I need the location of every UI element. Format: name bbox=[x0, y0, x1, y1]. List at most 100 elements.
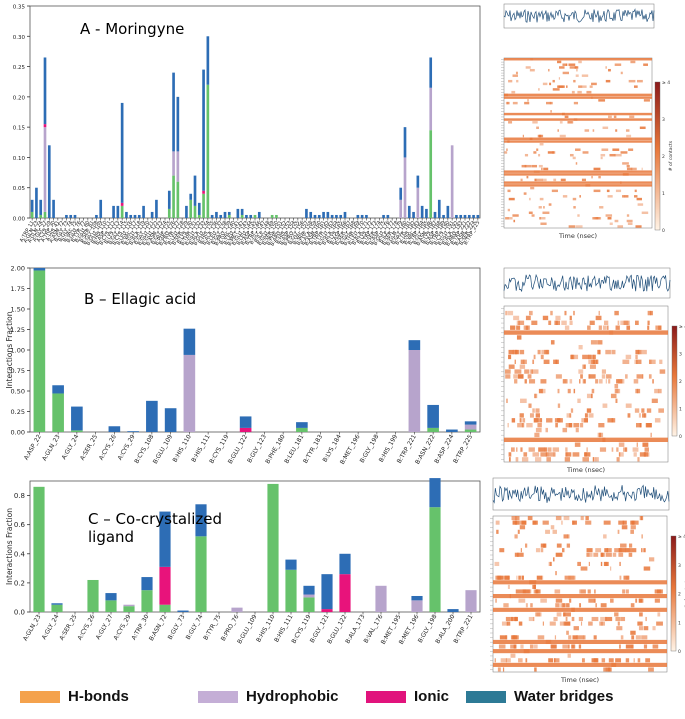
heatmap-cell bbox=[574, 442, 581, 447]
heatmap-cell bbox=[613, 115, 617, 119]
heatmap-cell bbox=[566, 413, 571, 418]
heatmap-cell bbox=[595, 379, 599, 384]
heatmap-cell bbox=[522, 134, 524, 138]
heatmap-cell bbox=[533, 589, 536, 594]
heatmap-cell bbox=[554, 635, 557, 640]
heatmap-cell bbox=[512, 520, 518, 525]
heatmap-cell bbox=[509, 594, 511, 599]
heatmap-cell bbox=[587, 589, 591, 594]
heatmap-cell bbox=[506, 101, 510, 105]
bar-segment-water bbox=[464, 421, 477, 425]
heatmap-cell bbox=[578, 345, 583, 350]
colorbar-tick-label: 1 bbox=[662, 191, 665, 197]
heatmap-cell bbox=[622, 320, 628, 326]
heatmap-cell bbox=[539, 197, 544, 201]
heatmap-cell bbox=[598, 423, 605, 428]
bar-segment-water bbox=[472, 214, 475, 218]
heatmap-cell bbox=[564, 115, 569, 119]
heatmap-cell bbox=[518, 374, 524, 379]
heatmap-cell bbox=[535, 427, 542, 433]
heatmap-cell bbox=[581, 658, 585, 663]
bar-segment-water bbox=[227, 211, 231, 215]
y-tick-label: 0.0 bbox=[14, 609, 25, 617]
heatmap-cell bbox=[582, 635, 586, 640]
heatmap-cell bbox=[538, 88, 540, 91]
heatmap-cell bbox=[573, 79, 576, 83]
heatmap-cell bbox=[550, 340, 555, 345]
bar-segment-water bbox=[183, 328, 196, 355]
bar-segment-water bbox=[339, 553, 351, 575]
heatmap-cell bbox=[538, 388, 543, 394]
heatmap-cell bbox=[515, 71, 518, 75]
colorbar-tick-label: 2 bbox=[662, 154, 665, 160]
heatmap-cell bbox=[542, 82, 548, 86]
heatmap-cell bbox=[580, 589, 586, 594]
bar-segment-water bbox=[240, 208, 244, 215]
heatmap-cell bbox=[524, 153, 529, 157]
heatmap-cell bbox=[658, 408, 664, 413]
heatmap-cell bbox=[562, 379, 568, 384]
heatmap-cell bbox=[555, 315, 561, 321]
heatmap-cell bbox=[603, 561, 609, 567]
heatmap-cell bbox=[572, 635, 578, 640]
bar-segment-hbond bbox=[123, 606, 135, 612]
bar-segment-water bbox=[73, 214, 77, 218]
heatmap-cell bbox=[562, 548, 565, 553]
heatmap-cell bbox=[652, 644, 659, 649]
heatmap-cell bbox=[513, 315, 520, 321]
heatmap-cell bbox=[554, 418, 560, 423]
heatmap-cell bbox=[507, 140, 510, 143]
y-tick-label: 0.05 bbox=[13, 186, 26, 192]
contact-timeline-panel-0: Time (nsec) 0 1 2 3 ≥ 4 # of contacts bbox=[501, 3, 674, 240]
bar-segment-water bbox=[412, 211, 415, 218]
heatmap-cell bbox=[534, 393, 536, 399]
heatmap-cell bbox=[600, 603, 607, 608]
bar-segment-water bbox=[71, 406, 83, 431]
heatmap-cell bbox=[540, 217, 546, 220]
heatmap-cell bbox=[506, 621, 511, 626]
heatmap-cell bbox=[567, 388, 571, 394]
heatmap-cell bbox=[635, 635, 641, 640]
heatmap-cell bbox=[580, 566, 588, 571]
bar-segment-hydrophobic bbox=[408, 350, 421, 432]
heatmap-cell bbox=[626, 219, 633, 223]
heatmap-cell bbox=[598, 175, 600, 179]
heatmap-cell bbox=[531, 164, 538, 168]
heatmap-cell bbox=[631, 548, 637, 553]
heatmap-cell bbox=[529, 137, 533, 140]
bar-segment-ionic bbox=[239, 427, 252, 432]
heatmap-cell bbox=[514, 644, 517, 649]
bar-segment-hbond bbox=[167, 208, 171, 218]
heatmap-cell bbox=[630, 60, 636, 64]
trace-line bbox=[492, 484, 670, 504]
heatmap-cell bbox=[542, 211, 550, 215]
heatmap-cell bbox=[637, 621, 643, 626]
bar-segment-water bbox=[112, 205, 115, 218]
heatmap-cell bbox=[510, 653, 516, 658]
heatmap-cell bbox=[529, 580, 537, 585]
bar-segment-hbond bbox=[202, 193, 205, 218]
heatmap-cell bbox=[589, 85, 593, 88]
heatmap-cell bbox=[536, 126, 539, 130]
heatmap-cell bbox=[555, 603, 560, 608]
heatmap-cell bbox=[555, 359, 559, 365]
heatmap-cell bbox=[637, 79, 643, 83]
heatmap-cell bbox=[525, 543, 528, 548]
heatmap-cell bbox=[516, 335, 522, 340]
heatmap-cell bbox=[608, 379, 611, 384]
heatmap-cell bbox=[504, 437, 668, 443]
heatmap-cell bbox=[586, 408, 592, 413]
heatmap-cell bbox=[566, 603, 570, 608]
heatmap-cell bbox=[628, 79, 636, 83]
heatmap-cell bbox=[638, 598, 643, 603]
heatmap-cell bbox=[530, 603, 533, 608]
heatmap-cell bbox=[547, 447, 552, 452]
heatmap-cell bbox=[635, 354, 638, 360]
bar-segment-hydrophobic bbox=[399, 199, 403, 218]
heatmap-cell bbox=[620, 71, 623, 75]
bar-segment-hbond bbox=[120, 205, 124, 218]
heatmap-cell bbox=[575, 162, 578, 165]
bar-segment-water bbox=[206, 36, 210, 85]
heatmap-cell bbox=[499, 635, 507, 640]
heatmap-cell bbox=[607, 418, 614, 423]
